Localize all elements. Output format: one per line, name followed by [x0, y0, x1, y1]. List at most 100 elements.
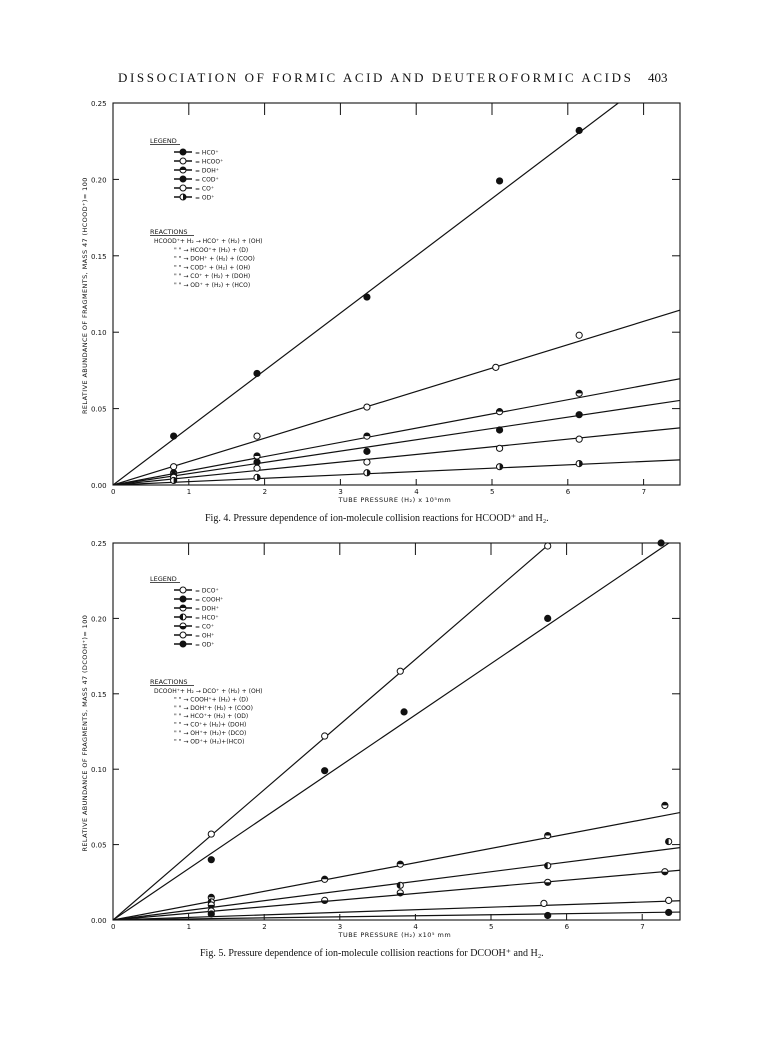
f4-x-axis-label: TUBE PRESSURE (H₂) x 10⁵mm — [338, 496, 452, 504]
f5-legend-label-3: = HCO⁺ — [195, 614, 219, 621]
f4-point-0-0 — [170, 432, 178, 440]
f5-point-5-2 — [665, 896, 673, 904]
f4-x-tick-label-5: 5 — [490, 488, 494, 496]
running-title: DISSOCIATION OF FORMIC ACID AND DEUTEROF… — [118, 70, 634, 85]
f5-point-5-1 — [540, 899, 548, 908]
f5-fit-line-0 — [113, 543, 552, 920]
f5-fit-line-4 — [113, 869, 680, 920]
f5-legend-marker-4 — [179, 622, 187, 630]
f4-point-5-4 — [575, 460, 583, 468]
f5-legend-label-2: = DOH⁺ — [195, 605, 219, 612]
f4-fit-line-1 — [113, 309, 680, 485]
f4-point-1-4-shape — [575, 331, 583, 339]
f5-reaction-5: " " → OH⁺+ (H₂)+ (DCO) — [174, 730, 246, 737]
f4-fit-lines — [113, 103, 680, 485]
f5-legend-marker-1-shape — [179, 595, 187, 603]
f4-point-0-3-shape — [495, 177, 504, 185]
f5-point-2-0-fill — [208, 894, 215, 898]
f4-legend-marker-1 — [179, 157, 187, 165]
f4-reactions: REACTIONS HCOOD⁺+ H₂ → HCO⁺ + (H₂) + (OH)… — [150, 228, 262, 289]
f4-y-tick-label-4: 0.20 — [91, 176, 107, 184]
f5-fit-line-5 — [113, 900, 680, 920]
f4-legend-label-1: = HCOO⁺ — [195, 158, 223, 165]
f5-legend-marker-5 — [179, 631, 187, 639]
f5-point-1-4-shape — [657, 539, 665, 547]
f5-point-0-3-shape — [544, 542, 552, 550]
figure-5-caption: Fig. 5. Pressure dependence of ion-molec… — [200, 948, 544, 959]
f5-point-4-2-fill — [397, 892, 404, 896]
f5-y-tick-label-1: 0.05 — [91, 842, 107, 850]
f4-legend-marker-0-shape — [179, 148, 187, 156]
f5-y-tick-label-0: 0.00 — [91, 917, 107, 925]
f4-point-3-4 — [575, 411, 583, 419]
f5-point-0-1 — [321, 732, 329, 740]
f4-point-5-4-fill — [579, 460, 583, 467]
f5-legend-label-1: = COOH⁺ — [195, 596, 223, 603]
f4-legend: LEGEND = HCO⁺ = HCOO⁺ = DOH⁺ = COD⁺ = CO⁺ = OD… — [150, 137, 223, 201]
f5-reactions: REACTIONS DCOOH⁺+ H₂ → DCO⁺ + (H₂) + (OH)… — [150, 678, 263, 745]
figure-5: 0 1 2 3 4 5 6 7 0.00 0.05 0.10 0.15 0.20 0.25 TUBE PRE… — [81, 539, 681, 939]
f5-fit-line-2 — [113, 811, 680, 920]
f4-point-0-2-shape — [363, 293, 371, 301]
f4-point-1-0 — [170, 463, 178, 471]
f4-series-0 — [170, 126, 583, 440]
f5-legend-marker-0-shape — [179, 586, 187, 594]
f4-point-2-4 — [575, 389, 583, 397]
page-header: DISSOCIATION OF FORMIC ACID AND DEUTEROF… — [0, 70, 768, 94]
f4-point-0-4-shape — [575, 126, 583, 135]
f4-point-3-4-shape — [575, 411, 583, 419]
f4-legend-marker-4-shape — [179, 184, 187, 192]
f4-point-0-1 — [253, 369, 261, 378]
f4-point-0-2 — [363, 293, 371, 301]
f4-reaction-1: " " → HCOO⁺+ (H₂) + (D) — [174, 247, 248, 254]
f5-legend-marker-0 — [179, 586, 187, 594]
f4-plot-frame — [112, 102, 681, 486]
f4-series-1 — [170, 331, 583, 471]
f5-series-2 — [207, 801, 669, 901]
f5-point-4-4 — [661, 868, 669, 876]
f4-y-axis-label: RELATIVE ABUNDANCE OF FRAGMENTS, MASS 47… — [81, 177, 89, 414]
f4-fit-line-2 — [113, 378, 680, 485]
f5-reaction-3: " " → HCO⁺+ (H₂) + (OD) — [174, 713, 248, 720]
f5-point-4-1-fill — [321, 900, 328, 904]
f4-legend-label-0: = HCO⁺ — [195, 149, 219, 156]
f5-point-1-0-shape — [207, 856, 215, 864]
f4-y-tick-label-2: 0.10 — [91, 329, 107, 337]
f5-x-tick-label-1: 1 — [187, 923, 191, 931]
f5-x-tick-label-3: 3 — [338, 923, 342, 931]
f4-point-0-1-shape — [253, 369, 261, 378]
f4-point-5-2 — [363, 469, 371, 477]
f5-x-tick-label-6: 6 — [565, 923, 570, 931]
f5-point-2-4-fill — [661, 802, 668, 806]
f4-legend-marker-1-shape — [179, 157, 187, 165]
f5-y-tick-label-2: 0.10 — [91, 766, 107, 774]
f4-legend-marker-0 — [179, 148, 187, 156]
f4-point-4-2 — [363, 458, 371, 466]
f5-point-4-3-fill — [544, 882, 551, 886]
f4-fit-line-0 — [113, 103, 620, 485]
f5-y-axis-label: RELATIVE ABUNDANCE OF FRAGMENTS, MASS 47… — [81, 615, 89, 852]
f5-point-1-4 — [657, 539, 665, 547]
f5-y-tick-label-3: 0.15 — [91, 691, 107, 699]
f4-legend-marker-2-fill — [180, 167, 186, 170]
f5-point-4-0-fill — [208, 904, 215, 909]
f4-series-5 — [170, 460, 583, 485]
f5-series-3 — [207, 837, 673, 906]
f4-point-1-2-shape — [363, 403, 371, 411]
f4-reaction-2: " " → DOH⁺ + (H₂) + (COO) — [174, 256, 255, 263]
f5-legend-label-6: = OD⁺ — [195, 641, 214, 648]
f5-point-2-3 — [544, 831, 552, 840]
f5-point-1-2 — [400, 708, 408, 716]
f4-point-2-3 — [495, 408, 504, 416]
f4-point-1-1 — [253, 432, 261, 440]
f4-y-tick-label-3: 0.15 — [91, 253, 107, 261]
f4-legend-title: LEGEND — [150, 137, 177, 145]
f4-reaction-4: " " → CO⁺ + (H₂) + (DOH) — [174, 273, 250, 280]
f4-x-tick-label-4: 4 — [414, 488, 419, 496]
f5-point-3-1 — [396, 881, 404, 889]
f4-legend-marker-4 — [179, 184, 187, 192]
f5-point-2-3-fill — [544, 832, 551, 836]
f4-point-4-3 — [495, 444, 504, 452]
f5-x-tick-label-0: 0 — [111, 923, 115, 931]
